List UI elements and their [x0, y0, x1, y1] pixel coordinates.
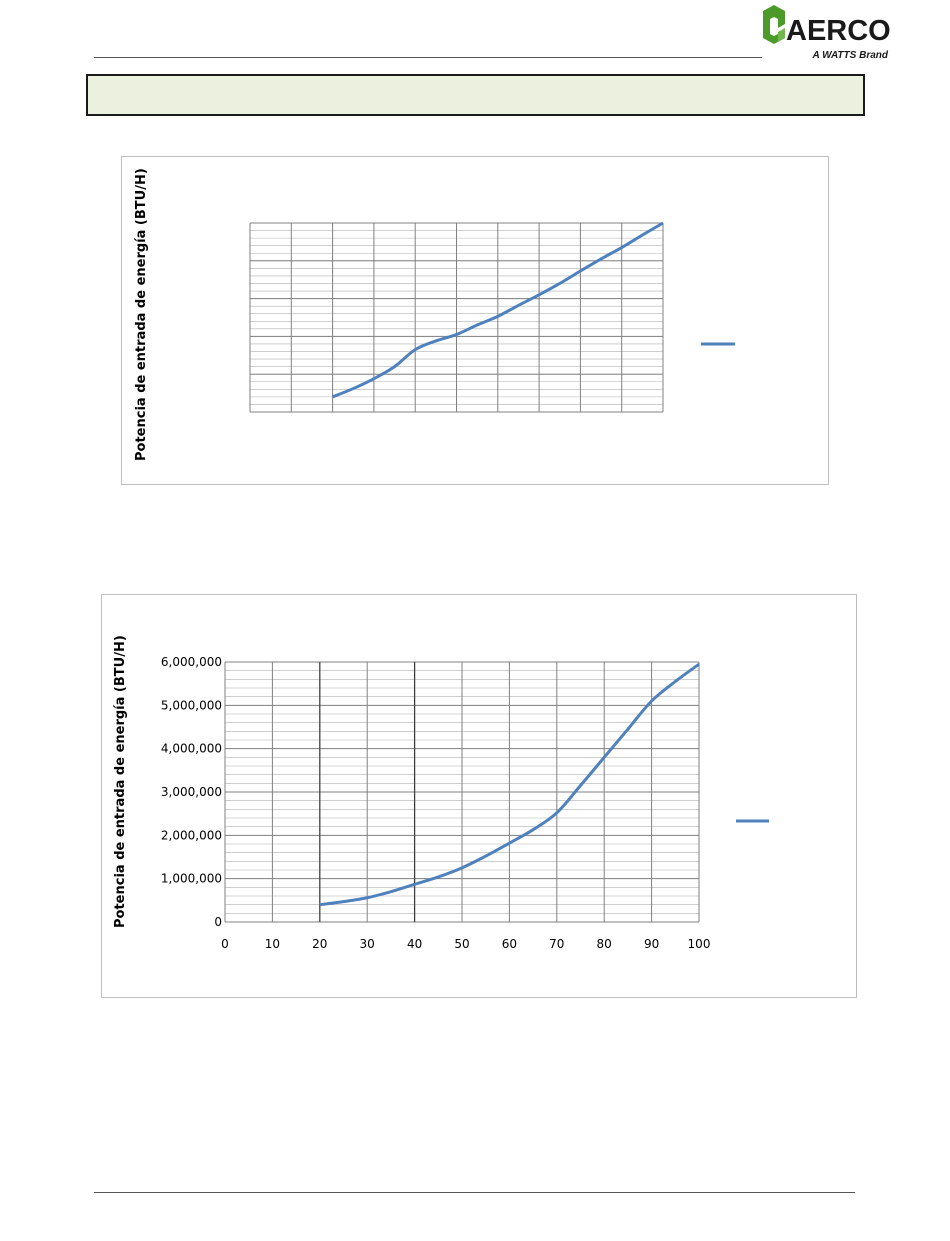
- x-tick-label: 10: [265, 937, 280, 951]
- x-tick-label: 20: [312, 937, 327, 951]
- x-tick-label: 60: [502, 937, 517, 951]
- aerco-logo: AERCO A WATTS Brand: [760, 2, 892, 60]
- x-tick-label: 90: [644, 937, 659, 951]
- chart-1: Potencia de entrada de energía (BTU/H): [134, 168, 735, 461]
- chart-2-series-line: [319, 662, 700, 907]
- chart-2-y-ticks: 0 1,000,000 2,000,000 3,000,000 4,000,000 5,0…: [161, 655, 222, 929]
- chart-1-frame: Potencia de entrada de energía (BTU/H): [121, 156, 829, 485]
- y-tick-label: 5,000,000: [161, 698, 222, 712]
- section-title-box: [86, 74, 865, 116]
- y-tick-label: 2,000,000: [161, 828, 222, 842]
- footer-rule: [94, 1192, 855, 1193]
- y-tick-label: 3,000,000: [161, 785, 222, 799]
- chart-1-y-axis-label: Potencia de entrada de energía (BTU/H): [134, 168, 149, 461]
- chart-2-grid: [224, 661, 700, 923]
- x-tick-label: 0: [221, 937, 229, 951]
- y-tick-label: 4,000,000: [161, 742, 222, 756]
- y-tick-label: 0: [214, 915, 222, 929]
- x-tick-label: 100: [688, 937, 711, 951]
- header-rule: [94, 57, 762, 58]
- logo-tagline: A WATTS Brand: [811, 50, 888, 60]
- chart-2: 0 1,000,000 2,000,000 3,000,000 4,000,000 5,0…: [113, 635, 769, 951]
- aerco-logo-hex-icon: [763, 5, 785, 44]
- y-tick-label: 6,000,000: [161, 655, 222, 669]
- chart-2-frame: 0 1,000,000 2,000,000 3,000,000 4,000,000 5,0…: [101, 594, 857, 998]
- chart-1-grid: [249, 222, 664, 413]
- chart-2-x-ticks: 0 10 20 30 40 50 60 70 80 90 100: [221, 937, 710, 951]
- x-tick-label: 50: [454, 937, 469, 951]
- x-tick-label: 80: [597, 937, 612, 951]
- logo-text: AERCO: [786, 15, 891, 47]
- chart-2-y-axis-label: Potencia de entrada de energía (BTU/H): [113, 635, 128, 928]
- x-tick-label: 30: [360, 937, 375, 951]
- x-tick-label: 40: [407, 937, 422, 951]
- y-tick-label: 1,000,000: [161, 872, 222, 886]
- chart-1-series-line: [332, 221, 664, 399]
- x-tick-label: 70: [549, 937, 564, 951]
